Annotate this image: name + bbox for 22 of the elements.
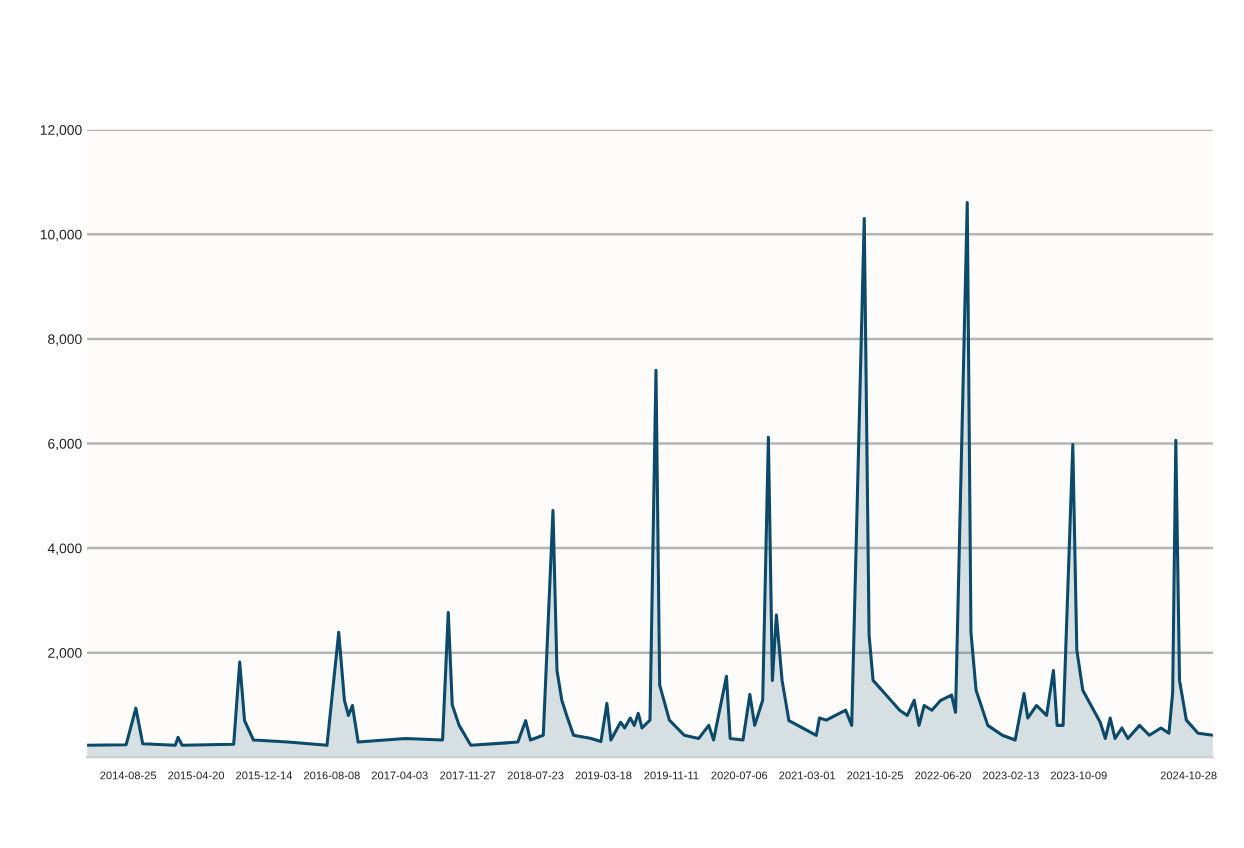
x-tick-label: 2019-11-11 [644,771,699,780]
x-tick-label: 2018-07-23 [507,771,564,780]
x-tick-label: 2015-12-14 [236,771,293,780]
y-tick-label: 6,000 [48,438,82,451]
x-tick-label: 2019-03-18 [575,771,632,780]
x-tick-label: 2021-10-25 [847,771,904,780]
y-tick-label: 8,000 [48,334,82,346]
x-tick-label: 2021-03-01 [779,771,836,780]
x-tick-label: 2023-02-13 [983,771,1039,780]
y-tick-label: 10,000 [40,229,82,242]
x-tick-label: 2014-08-25 [100,771,157,780]
x-tick-label: 2022-06-20 [915,771,971,780]
y-tick-label: 4,000 [47,543,82,555]
x-tick-label: 2023-10-09 [1050,771,1107,780]
y-tick-label: 2,000 [48,648,82,660]
y-tick-label: 12,000 [40,125,82,137]
x-tick-label: 2017-04-03 [371,771,428,780]
x-tick-label: 2015-04-20 [168,771,225,780]
x-tick-label: 2016-08-08 [304,771,360,780]
x-tick-label: 2020-07-06 [711,771,768,780]
x-tick-label: 2024-10-28 [1160,771,1217,780]
x-tick-label: 2017-11-27 [440,771,496,780]
